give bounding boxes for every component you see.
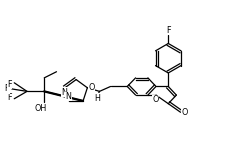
Text: O: O <box>88 83 94 92</box>
Text: F: F <box>8 93 12 102</box>
Text: N: N <box>65 92 71 101</box>
Text: N: N <box>61 88 67 97</box>
Text: O: O <box>151 95 158 104</box>
Text: H: H <box>94 94 100 103</box>
Text: F: F <box>165 26 170 35</box>
Text: F: F <box>4 84 9 93</box>
Text: O: O <box>181 108 187 117</box>
Text: F: F <box>8 80 12 89</box>
Text: OH: OH <box>34 104 46 113</box>
